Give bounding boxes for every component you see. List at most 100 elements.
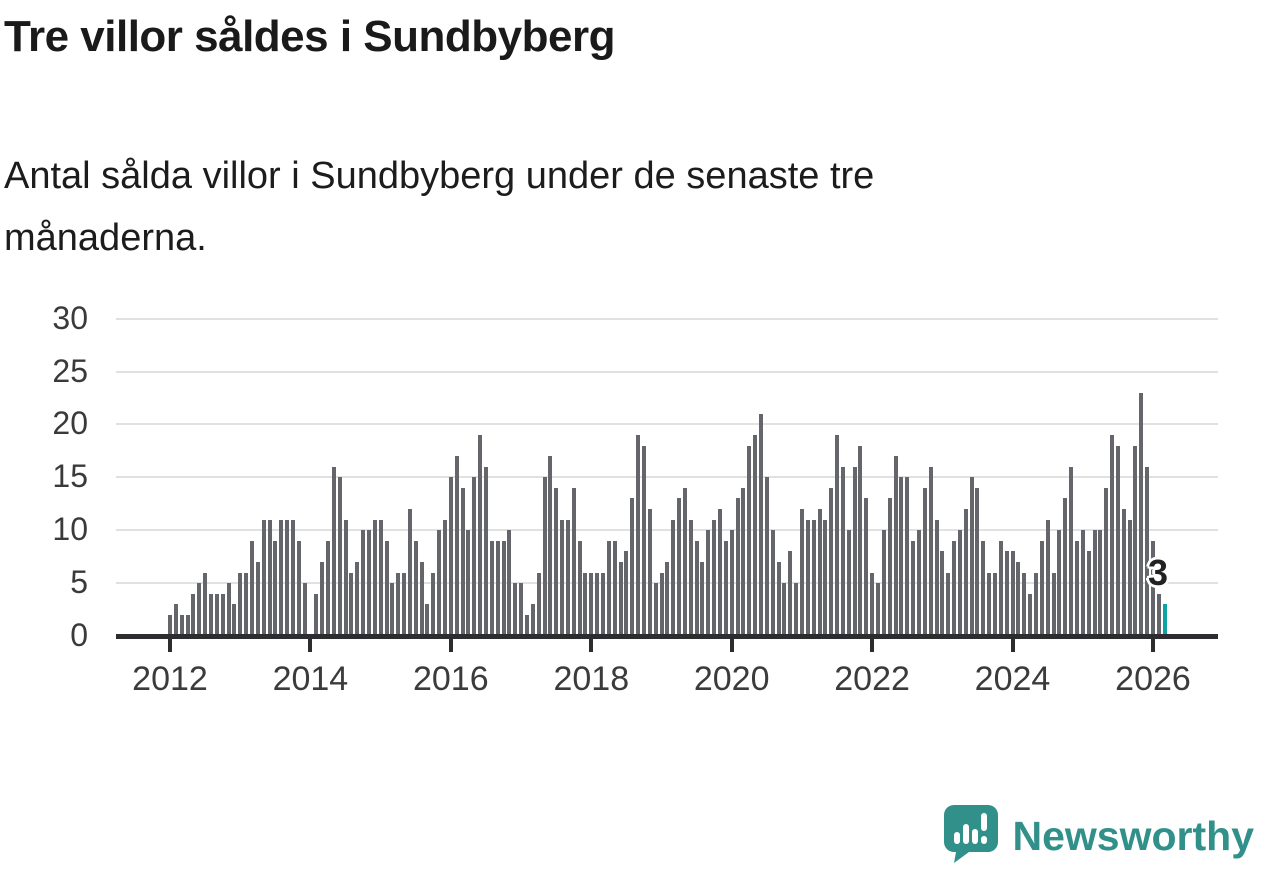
month-bar [366,530,371,636]
newsworthy-logo[interactable]: Newsworthy [943,804,1255,869]
month-bar [501,541,506,636]
month-bar [852,467,857,636]
month-bar [1004,551,1009,636]
month-bar [595,573,600,636]
month-bar [881,530,886,636]
month-bar [922,488,927,636]
month-bar [419,562,424,636]
month-bar [659,573,664,636]
month-bar [209,594,213,636]
month-bar [249,541,254,636]
month-bar [928,467,933,636]
month-bar [232,604,237,636]
month-bar [1080,530,1085,636]
month-bar [817,509,822,636]
month-bar [238,573,243,636]
month-bar [372,520,377,636]
x-axis-tick-label: 2026 [1115,660,1191,698]
chart-subtitle: Antal sålda villor i Sundbyberg under de… [4,146,874,269]
month-bar [735,498,740,636]
x-axis-tick-label: 2014 [272,660,349,698]
month-bar [870,573,875,636]
subtitle-line-1: Antal sålda villor i Sundbyberg under de… [4,155,875,197]
month-bar [513,583,518,636]
month-bar [1069,467,1074,636]
month-bar [1139,393,1144,636]
month-bar [390,583,395,636]
month-bar [402,573,406,636]
month-bar [554,488,559,636]
gridline-y-10 [116,529,1218,532]
month-bar [963,509,968,636]
month-bar [226,583,231,636]
month-bar [688,520,693,636]
month-bar [876,583,880,636]
month-bar [835,435,839,636]
month-bar [197,583,202,636]
x-axis-tick [448,639,453,652]
month-bar [173,604,178,636]
month-bar [753,435,758,636]
gridline-y-25 [116,370,1218,373]
month-bar [606,541,611,636]
month-bar [811,520,816,636]
month-bar [466,530,471,636]
x-axis-tick-label: 2024 [974,660,1051,698]
month-bar [729,530,734,636]
y-axis-tick-label: 30 [52,299,88,336]
month-bar [1016,562,1021,636]
month-bar [1045,520,1050,636]
month-bar [536,573,541,636]
month-bar [530,604,535,636]
x-axis-tick-label: 2022 [834,660,910,698]
month-bar [601,573,605,636]
month-bar [747,446,752,636]
x-axis-tick [1010,639,1015,652]
month-bar [519,583,524,636]
month-bar [1033,573,1038,636]
x-axis-tick [1151,639,1155,652]
month-bar [799,509,804,636]
month-bar [893,456,898,636]
month-bar [934,520,939,636]
month-bar [805,520,810,636]
month-bar [1121,509,1126,636]
month-bar [484,467,488,636]
month-bar [454,456,459,636]
month-bar [460,488,465,636]
x-axis-tick [729,639,734,652]
month-bar [636,435,641,636]
page-title: Tre villor såldes i Sundbyberg [4,12,615,61]
y-axis-tick-label: 0 [70,617,88,653]
month-bar [682,488,687,636]
x-axis-tick [589,639,594,652]
month-bar [1057,530,1062,636]
month-bar [343,520,348,636]
month-bar [355,562,360,636]
newsworthy-logo-text: Newsworthy [1012,813,1255,859]
month-bar [571,488,576,636]
month-bar [273,541,278,636]
month-bar [168,615,172,636]
month-bar [957,530,962,636]
month-bar [998,541,1003,636]
month-bar [244,573,249,636]
subtitle-line-2: månaderna. [4,216,207,259]
month-bar [431,573,436,636]
month-bar [694,541,699,636]
x-axis-tick-label: 2018 [553,660,630,698]
month-bar [495,541,500,636]
month-bar [548,456,553,636]
month-bar [261,520,266,636]
month-bar [1010,551,1015,636]
month-bar [542,477,547,636]
month-bar [326,541,330,636]
month-bar [413,541,418,636]
month-bar [565,520,570,636]
month-bar [653,583,658,636]
month-bar [612,541,617,636]
month-bar [993,573,997,636]
month-bar [1086,551,1091,636]
month-bar [665,562,670,636]
month-bar [478,435,483,636]
